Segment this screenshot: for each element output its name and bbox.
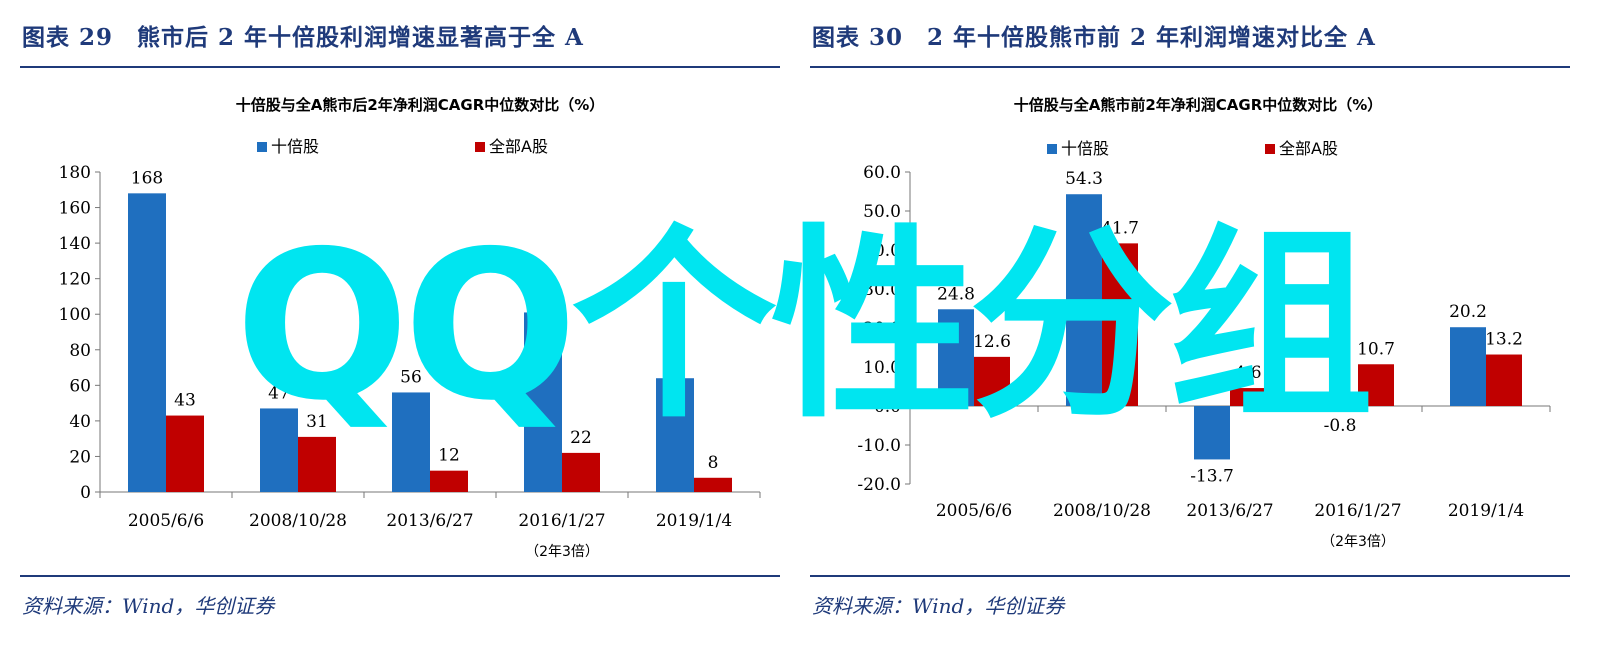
y-tick-label: -10.0 bbox=[857, 436, 901, 456]
bar bbox=[1194, 406, 1230, 460]
data-label: 24.8 bbox=[937, 284, 975, 304]
y-tick-label: 20.0 bbox=[863, 319, 901, 339]
bar bbox=[656, 378, 694, 492]
y-tick-label: 100 bbox=[59, 305, 91, 325]
data-label: 47 bbox=[268, 383, 290, 403]
bar bbox=[1358, 364, 1394, 406]
bar bbox=[1486, 354, 1522, 406]
data-label: 13.2 bbox=[1485, 330, 1523, 350]
bar bbox=[694, 477, 732, 492]
data-label: 20.2 bbox=[1449, 302, 1487, 322]
data-label: -0.8 bbox=[1324, 416, 1357, 436]
chart-title: 十倍股与全A熊市前2年净利润CAGR中位数对比（%） bbox=[1014, 96, 1383, 114]
data-label: 12 bbox=[438, 446, 460, 466]
x-tick-label: 2019/1/4 bbox=[656, 511, 732, 531]
x-tick-label: 2005/6/6 bbox=[128, 511, 204, 531]
y-tick-label: 140 bbox=[59, 234, 91, 254]
x-tick-label: 2013/6/27 bbox=[386, 511, 473, 531]
data-label: 56 bbox=[400, 367, 422, 387]
legend-label: 全部A股 bbox=[489, 137, 548, 156]
bar bbox=[392, 392, 430, 492]
bar bbox=[1450, 327, 1486, 406]
x-tick-label: 2016/1/27 bbox=[1314, 501, 1401, 521]
legend-swatch bbox=[1265, 144, 1275, 154]
data-label: 22 bbox=[570, 428, 592, 448]
legend-swatch bbox=[475, 142, 485, 152]
x-tick-label: 2005/6/6 bbox=[936, 501, 1012, 521]
data-label: 168 bbox=[131, 168, 163, 188]
bar bbox=[166, 415, 204, 492]
data-label: 43 bbox=[174, 391, 196, 411]
y-tick-label: 40 bbox=[69, 412, 91, 432]
figure-panel-30: 图表 30 2 年十倍股熊市前 2 年利润增速对比全 A 十倍股与全A熊市前2年… bbox=[810, 0, 1570, 651]
y-tick-label: 50.0 bbox=[863, 202, 901, 222]
data-label: -13.7 bbox=[1190, 466, 1234, 486]
x-tick-label: 2008/10/28 bbox=[1053, 501, 1151, 521]
bar bbox=[1230, 388, 1266, 406]
bar bbox=[1066, 194, 1102, 406]
legend-swatch bbox=[1047, 144, 1057, 154]
bar bbox=[562, 452, 600, 492]
figure-panel-29: 图表 29 熊市后 2 年十倍股利润增速显著高于全 A 十倍股与全A熊市后2年净… bbox=[20, 0, 780, 651]
y-tick-label: 10.0 bbox=[863, 358, 901, 378]
y-tick-label: 20 bbox=[69, 447, 91, 467]
data-label: 8 bbox=[708, 453, 719, 473]
bar bbox=[524, 312, 562, 492]
bar-chart-after-bear: 十倍股与全A熊市后2年净利润CAGR中位数对比（%） 十倍股 全部A股 0 20 40 60… bbox=[59, 96, 761, 560]
chart-title: 十倍股与全A熊市后2年净利润CAGR中位数对比（%） bbox=[236, 96, 605, 114]
title-divider bbox=[810, 66, 1570, 68]
y-tick-label: 60.0 bbox=[863, 163, 901, 183]
y-tick-label: 180 bbox=[59, 163, 91, 183]
bar-chart-before-bear: 十倍股与全A熊市前2年净利润CAGR中位数对比（%） 十倍股 全部A股 -20.0 -1… bbox=[857, 96, 1551, 550]
watermark-text: QQ个性分组 bbox=[235, 208, 1374, 446]
legend-label: 全部A股 bbox=[1279, 139, 1338, 158]
data-label: 54.3 bbox=[1065, 169, 1103, 189]
figure-title: 图表 29 熊市后 2 年十倍股利润增速显著高于全 A bbox=[22, 24, 584, 51]
bar bbox=[128, 193, 166, 492]
x-axis-note: （2年3倍） bbox=[525, 544, 599, 560]
bar bbox=[1102, 243, 1138, 406]
data-label: 101 bbox=[527, 287, 559, 307]
legend-swatch bbox=[257, 142, 267, 152]
data-label: 4.6 bbox=[1234, 363, 1261, 383]
source-note: 资料来源：Wind，华创证券 bbox=[812, 594, 1065, 618]
bar bbox=[938, 309, 974, 406]
legend-label: 十倍股 bbox=[1061, 139, 1109, 158]
data-label: 12.6 bbox=[973, 332, 1011, 352]
source-note: 资料来源：Wind，华创证券 bbox=[22, 594, 275, 618]
y-tick-label: 30.0 bbox=[863, 280, 901, 300]
x-tick-label: 2016/1/27 bbox=[518, 511, 605, 531]
y-tick-label: 0 bbox=[80, 483, 91, 503]
x-axis-note: （2年3倍） bbox=[1321, 534, 1395, 550]
figure-title: 图表 30 2 年十倍股熊市前 2 年利润增速对比全 A bbox=[812, 24, 1376, 51]
title-divider bbox=[20, 66, 780, 68]
y-tick-label: 40.0 bbox=[863, 241, 901, 261]
source-divider bbox=[20, 575, 780, 577]
y-tick-label: 60 bbox=[69, 376, 91, 396]
data-label: 41.7 bbox=[1101, 218, 1139, 238]
legend-label: 十倍股 bbox=[271, 137, 319, 156]
x-tick-label: 2019/1/4 bbox=[1448, 501, 1524, 521]
data-label: 10.7 bbox=[1357, 339, 1395, 359]
bar bbox=[974, 356, 1010, 406]
data-label: 31 bbox=[306, 412, 328, 432]
source-divider bbox=[810, 575, 1570, 577]
y-tick-label: -20.0 bbox=[857, 475, 901, 495]
bar bbox=[1322, 406, 1358, 410]
y-tick-label: 160 bbox=[59, 199, 91, 219]
bar bbox=[260, 408, 298, 492]
x-tick-label: 2013/6/27 bbox=[1186, 501, 1273, 521]
bar bbox=[430, 470, 468, 492]
x-tick-label: 2008/10/28 bbox=[249, 511, 347, 531]
y-tick-label: 80 bbox=[69, 341, 91, 361]
y-tick-label: 0.0 bbox=[874, 397, 901, 417]
bar bbox=[298, 436, 336, 492]
y-tick-label: 120 bbox=[59, 270, 91, 290]
data-label: 64 bbox=[664, 353, 686, 373]
